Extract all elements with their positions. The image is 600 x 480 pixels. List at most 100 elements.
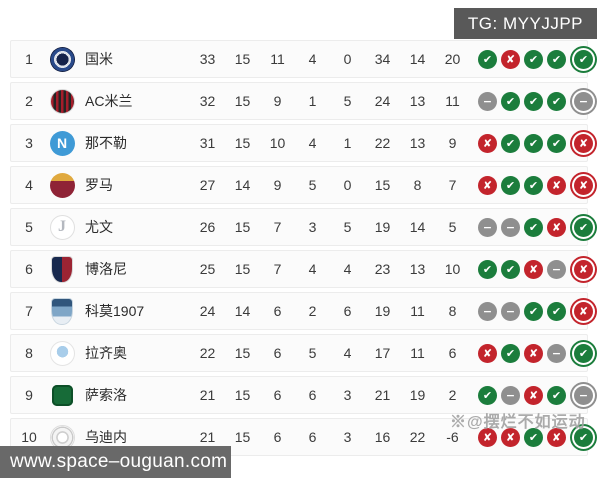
form-win-icon: ✔ bbox=[574, 217, 593, 237]
form-draw-icon: − bbox=[478, 91, 497, 111]
stat-goals_for: 15 bbox=[374, 177, 391, 193]
table-row: 6 博洛尼 25 15 7 4 4 23 13 10 ✔ ✔ ✘ − ✘ bbox=[10, 250, 593, 288]
form-win-icon: ✔ bbox=[547, 91, 566, 111]
stat-drawn: 3 bbox=[343, 429, 352, 445]
stat-lost: 4 bbox=[308, 135, 317, 151]
stats: 21 15 6 6 3 16 22 -6 bbox=[190, 429, 470, 445]
form-win-icon: ✔ bbox=[574, 343, 593, 363]
stat-goals_against: 19 bbox=[409, 387, 426, 403]
stat-goals_against: 13 bbox=[409, 261, 426, 277]
stat-goals_against: 8 bbox=[413, 177, 422, 193]
team-logo-box bbox=[47, 46, 77, 72]
form: ✘ ✔ ✔ ✘ ✘ bbox=[474, 175, 597, 195]
form-win-icon: ✔ bbox=[524, 91, 543, 111]
juventus-logo bbox=[49, 214, 75, 240]
stat-played: 15 bbox=[234, 429, 251, 445]
form-loss-icon: ✘ bbox=[478, 427, 497, 447]
stats: 24 14 6 2 6 19 11 8 bbox=[190, 303, 470, 319]
bologna-logo bbox=[51, 255, 73, 283]
form-loss-icon: ✘ bbox=[524, 259, 543, 279]
form-loss-icon: ✘ bbox=[478, 343, 497, 363]
stat-goals_for: 23 bbox=[374, 261, 391, 277]
rank: 7 bbox=[25, 303, 33, 319]
stat-points: 21 bbox=[199, 429, 216, 445]
team-name: 乌迪内 bbox=[85, 429, 127, 445]
form-win-icon: ✔ bbox=[524, 301, 543, 321]
rank: 2 bbox=[25, 93, 33, 109]
form-loss-icon: ✘ bbox=[574, 175, 593, 195]
stats: 27 14 9 5 0 15 8 7 bbox=[190, 177, 470, 193]
stat-lost: 6 bbox=[308, 429, 317, 445]
stats: 25 15 7 4 4 23 13 10 bbox=[190, 261, 470, 277]
form-win-icon: ✔ bbox=[524, 217, 543, 237]
team-name: 科莫1907 bbox=[85, 303, 145, 319]
lazio-logo bbox=[49, 340, 75, 366]
stat-won: 6 bbox=[273, 345, 282, 361]
form-win-icon: ✔ bbox=[501, 343, 520, 363]
stat-played: 14 bbox=[234, 177, 251, 193]
stat-won: 9 bbox=[273, 93, 282, 109]
form-loss-icon: ✘ bbox=[524, 385, 543, 405]
stat-lost: 5 bbox=[308, 177, 317, 193]
stat-goals_against: 13 bbox=[409, 93, 426, 109]
form-draw-icon: − bbox=[574, 385, 593, 405]
stat-lost: 2 bbox=[308, 303, 317, 319]
stat-points: 26 bbox=[199, 219, 216, 235]
stat-won: 7 bbox=[273, 261, 282, 277]
form-draw-icon: − bbox=[478, 217, 497, 237]
team-logo-box bbox=[47, 214, 77, 240]
stat-won: 7 bbox=[273, 219, 282, 235]
team-logo-box bbox=[47, 384, 77, 406]
stat-goal_diff: 7 bbox=[448, 177, 457, 193]
form-win-icon: ✔ bbox=[478, 49, 497, 69]
form-win-icon: ✔ bbox=[547, 385, 566, 405]
stat-lost: 1 bbox=[308, 93, 317, 109]
form: − − ✔ ✘ ✔ bbox=[474, 217, 597, 237]
stat-won: 10 bbox=[269, 135, 286, 151]
stat-won: 9 bbox=[273, 177, 282, 193]
form: ✘ ✔ ✘ − ✔ bbox=[474, 343, 597, 363]
stat-points: 31 bbox=[199, 135, 216, 151]
stat-drawn: 5 bbox=[343, 219, 352, 235]
stat-played: 15 bbox=[234, 387, 251, 403]
stat-drawn: 5 bbox=[343, 93, 352, 109]
stat-played: 15 bbox=[234, 261, 251, 277]
stat-points: 21 bbox=[199, 387, 216, 403]
rank: 9 bbox=[25, 387, 33, 403]
stat-points: 27 bbox=[199, 177, 216, 193]
stat-goals_against: 11 bbox=[410, 345, 425, 361]
form: ✘ ✘ ✔ ✘ ✔ bbox=[474, 427, 597, 447]
form-win-icon: ✔ bbox=[524, 133, 543, 153]
form: ✔ − ✘ ✔ − bbox=[474, 385, 597, 405]
stat-goal_diff: 10 bbox=[444, 261, 461, 277]
stat-lost: 5 bbox=[308, 345, 317, 361]
table-row: 8 拉齐奥 22 15 6 5 4 17 11 6 ✘ ✔ ✘ − ✔ bbox=[10, 334, 593, 372]
stat-drawn: 0 bbox=[343, 177, 352, 193]
stat-drawn: 3 bbox=[343, 387, 352, 403]
stat-goals_for: 24 bbox=[374, 93, 391, 109]
table-row: 9 萨索洛 21 15 6 6 3 21 19 2 ✔ − ✘ ✔ − bbox=[10, 376, 593, 414]
rank: 4 bbox=[25, 177, 33, 193]
form: − ✔ ✔ ✔ − bbox=[474, 91, 597, 111]
stats: 26 15 7 3 5 19 14 5 bbox=[190, 219, 470, 235]
form-win-icon: ✔ bbox=[524, 175, 543, 195]
napoli-logo bbox=[49, 130, 75, 156]
inter-logo bbox=[49, 46, 75, 72]
stat-drawn: 1 bbox=[343, 135, 352, 151]
form-draw-icon: − bbox=[501, 385, 520, 405]
form-loss-icon: ✘ bbox=[547, 217, 566, 237]
form-draw-icon: − bbox=[501, 301, 520, 321]
stat-goals_for: 22 bbox=[374, 135, 391, 151]
stat-goals_for: 21 bbox=[374, 387, 391, 403]
stat-played: 14 bbox=[234, 303, 251, 319]
stat-drawn: 4 bbox=[343, 345, 352, 361]
stat-points: 24 bbox=[199, 303, 216, 319]
como-logo bbox=[51, 297, 73, 325]
form-win-icon: ✔ bbox=[478, 259, 497, 279]
form-loss-icon: ✘ bbox=[478, 175, 497, 195]
stat-won: 11 bbox=[270, 51, 285, 67]
sassuolo-logo bbox=[51, 384, 73, 406]
stat-lost: 4 bbox=[308, 51, 317, 67]
form-loss-icon: ✘ bbox=[574, 133, 593, 153]
stat-drawn: 6 bbox=[343, 303, 352, 319]
